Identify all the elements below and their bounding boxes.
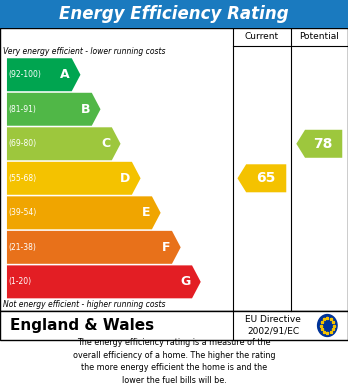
Text: A: A: [61, 68, 70, 81]
Text: (92-100): (92-100): [9, 70, 41, 79]
Text: Potential: Potential: [299, 32, 339, 41]
Text: EU Directive
2002/91/EC: EU Directive 2002/91/EC: [245, 315, 301, 336]
Text: England & Wales: England & Wales: [9, 318, 154, 333]
Text: E: E: [142, 206, 150, 219]
Text: (81-91): (81-91): [9, 105, 37, 114]
Text: Current: Current: [245, 32, 279, 41]
Polygon shape: [7, 127, 120, 160]
Circle shape: [318, 314, 337, 336]
Text: The energy efficiency rating is a measure of the
overall efficiency of a home. T: The energy efficiency rating is a measur…: [73, 339, 275, 385]
Text: F: F: [162, 241, 170, 254]
Text: (21-38): (21-38): [9, 243, 37, 252]
Text: B: B: [81, 103, 90, 116]
Text: Energy Efficiency Rating: Energy Efficiency Rating: [59, 5, 289, 23]
Text: D: D: [120, 172, 130, 185]
Polygon shape: [296, 130, 342, 158]
Text: Not energy efficient - higher running costs: Not energy efficient - higher running co…: [3, 300, 166, 310]
Text: (55-68): (55-68): [9, 174, 37, 183]
Bar: [0, 28, 348, 311]
Polygon shape: [7, 231, 181, 264]
FancyBboxPatch shape: [0, 0, 348, 28]
Polygon shape: [7, 93, 101, 126]
Text: (39-54): (39-54): [9, 208, 37, 217]
Text: 78: 78: [313, 137, 332, 151]
Text: Very energy efficient - lower running costs: Very energy efficient - lower running co…: [3, 47, 166, 56]
Bar: [0, 311, 348, 340]
Polygon shape: [7, 265, 201, 298]
Polygon shape: [237, 164, 286, 192]
Polygon shape: [7, 162, 141, 195]
Text: 65: 65: [256, 171, 275, 185]
Text: (69-80): (69-80): [9, 139, 37, 148]
Text: (1-20): (1-20): [9, 277, 32, 286]
Polygon shape: [7, 196, 161, 229]
Text: G: G: [180, 275, 190, 288]
Text: C: C: [101, 137, 110, 150]
Polygon shape: [7, 58, 80, 91]
